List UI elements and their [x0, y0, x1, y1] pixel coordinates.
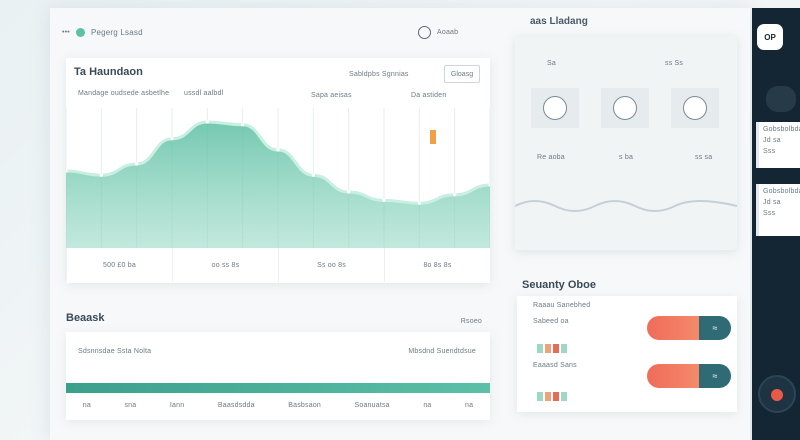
side-card-2[interactable]: Gobsbolbda Jd sa Sss [756, 184, 800, 236]
chart-point [66, 169, 68, 173]
chart-point [417, 201, 421, 205]
chart-point [382, 198, 386, 202]
chart-title: Ta Haundaon [74, 66, 143, 78]
chart-label-e: Sabldpbs Sgnnias [349, 71, 409, 78]
bottom-title: Beaask [66, 312, 105, 324]
chart-subtitle: Mandage oudsede asbetlhe [78, 90, 170, 97]
side-card-1[interactable]: Gobsbolbda Jd sa Sss [756, 122, 800, 168]
legend-item: 500 £0 ba [66, 248, 172, 282]
mini-bars-1 [537, 344, 567, 353]
wave-icon: ≈ [699, 364, 731, 388]
wave-icon: ≈ [699, 316, 731, 340]
preview-header: aas Lladang [530, 16, 588, 27]
footer-item: na [465, 402, 474, 409]
account-label: Aoaab [437, 29, 459, 36]
legend-item: oo ss 8s [172, 248, 278, 282]
account-area[interactable]: Aoaab [418, 26, 458, 39]
chart-label-d: Da astiden [411, 92, 447, 99]
chart-point [241, 123, 245, 127]
chart-point [311, 173, 315, 177]
preview-footer-3: ss sa [695, 154, 713, 161]
fab-button[interactable] [758, 375, 796, 413]
area-chart [66, 108, 490, 248]
preview-card: Sa ss Ss Re aoba s ba ss sa [515, 36, 737, 250]
refresh-icon[interactable] [613, 96, 637, 120]
summary-row-3: Eaaasd Sans [533, 362, 577, 369]
bottom-row-label: Sdsnnsdae Ssta Nolta [78, 348, 152, 355]
legend-item: 8o 8s 8s [384, 248, 490, 282]
chart-close-button[interactable]: Gloasg [444, 65, 480, 83]
chart-label-c: Sapa aeisas [311, 92, 352, 99]
footer-item: Baasdsdda [217, 402, 255, 409]
summary-card: Raaau Sanebhed Sabeed oa ≈ Eaaasd Sans ≈ [517, 296, 737, 412]
profile-icon[interactable] [418, 26, 431, 39]
chart-legend: 500 £0 ba oo ss 8s Ss oo 8s 8o 8s 8s [66, 248, 490, 282]
chart-point [276, 148, 280, 152]
chart-point [170, 137, 174, 141]
chart-point [453, 193, 457, 197]
preview-footer-1: Re aoba [537, 154, 565, 161]
footer-item: Iann [169, 402, 185, 409]
bottom-sub-right: Rsoeo [460, 318, 482, 325]
dots-menu[interactable]: ••• [62, 28, 70, 36]
chart-card: Ta Haundaon Mandage oudsede asbetlhe uss… [66, 58, 490, 283]
summary-row-1: Raaau Sanebhed [533, 302, 591, 309]
summary-row-2: Sabeed oa [533, 318, 569, 325]
chart-point [488, 183, 490, 187]
highlight-marker [430, 130, 436, 144]
play-icon[interactable] [543, 96, 567, 120]
summary-title: Seuanty Oboe [522, 279, 596, 291]
footer-item: sna [124, 402, 137, 409]
chart-point [99, 173, 103, 177]
footer-item: Soanuatsa [354, 402, 390, 409]
chart-point [205, 120, 209, 124]
footer-item: na [423, 402, 432, 409]
window-title: Pegerg Lsasd [90, 27, 143, 37]
chart-point [135, 162, 139, 166]
bottom-row-right: Mbsdnd Suendtdsue [408, 348, 476, 355]
legend-item: Ss oo 8s [278, 248, 384, 282]
preview-footer-2: s ba [619, 154, 634, 161]
chart-point [347, 190, 351, 194]
side-toggle-button[interactable] [766, 86, 796, 112]
mini-bars-2 [537, 392, 567, 401]
side-chip[interactable]: OP [757, 24, 783, 50]
summary-pill-1[interactable]: ≈ [647, 316, 731, 340]
preview-label: Sa [547, 60, 556, 67]
summary-pill-2[interactable]: ≈ [647, 364, 731, 388]
footer-item: na [82, 402, 91, 409]
record-icon [771, 389, 783, 401]
footer-item: Basbsaon [288, 402, 321, 409]
top-bar: ••• Pegerg Lsasd [50, 8, 500, 56]
status-dot-icon [75, 27, 85, 37]
chart-label-b: ussdl aalbdl [184, 90, 224, 97]
chart-area [66, 122, 490, 248]
preview-code: ss Ss [665, 60, 684, 67]
preview-wave [515, 200, 737, 212]
bottom-card: Rsoeo Sdsnnsdae Ssta Nolta Mbsdnd Suendt… [66, 318, 490, 420]
settings-icon[interactable] [683, 96, 707, 120]
progress-bar [66, 383, 490, 393]
